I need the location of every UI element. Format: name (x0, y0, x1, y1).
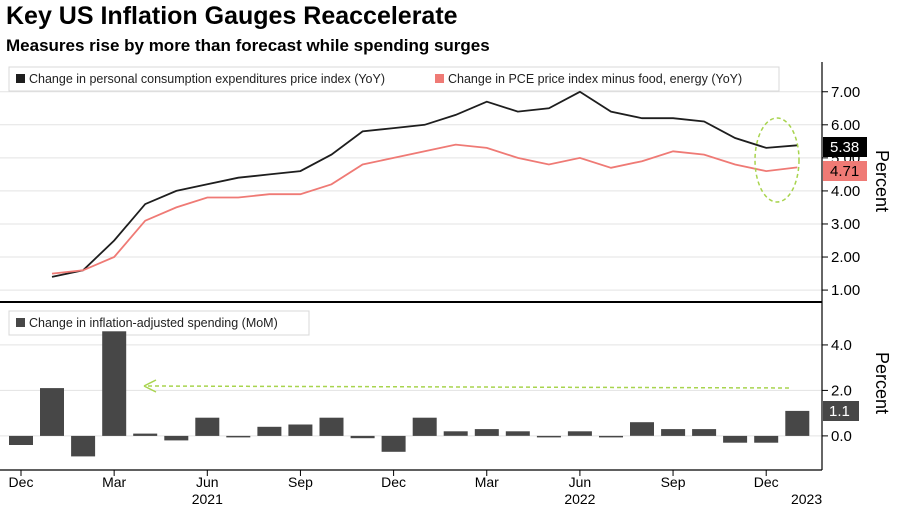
spending-bar (692, 429, 717, 436)
top-tick-label: 2.00 (831, 249, 860, 266)
core-last-value: 4.71 (830, 163, 859, 180)
spending-bar (723, 435, 748, 443)
spending-bar (350, 435, 375, 439)
trend-arrow-line (147, 385, 793, 389)
pce-line (51, 90, 798, 278)
spending-bar (599, 435, 623, 438)
spending-bar (40, 388, 64, 436)
bottom-tick-label: 0.0 (831, 428, 852, 445)
trend-arrow-head (143, 379, 157, 393)
spending-bar (319, 417, 344, 436)
bottom-tick-label: 4.0 (831, 337, 852, 354)
spending-bar (443, 431, 468, 436)
spending-bar (785, 410, 810, 436)
spending-bar (71, 435, 96, 457)
x-axis-labels: Dec Mar Jun Sep Dec Mar Jun Sep Dec 2021 2022 2023 (9, 470, 822, 507)
legend-pce-label: Change in personal consumption expenditu… (29, 72, 385, 86)
spending-bar (226, 435, 251, 438)
spending-bar (661, 429, 686, 436)
x-year-label: 2023 (791, 491, 822, 507)
bottom-tick-label: 2.0 (831, 382, 852, 399)
legend-swatch-core (435, 74, 444, 83)
top-tick-label: 3.00 (831, 216, 860, 233)
spending-bar (474, 429, 499, 436)
pce-last-value-box (823, 137, 867, 157)
spending-bar (412, 417, 437, 436)
spending-bar (164, 435, 189, 441)
x-month-label: Sep (661, 474, 686, 490)
x-year-label: 2022 (564, 491, 595, 507)
spending-bar (195, 417, 220, 436)
x-month-label: Dec (9, 474, 34, 490)
chart-title: Key US Inflation Gauges Reaccelerate (6, 2, 458, 30)
spending-bar (567, 431, 592, 436)
bottom-y-axis-title: Percent (872, 352, 892, 414)
spending-bar (9, 435, 33, 445)
spending-last-value: 1.1 (829, 403, 850, 420)
bottom-panel: 0.0 2.0 4.0 Change in inflation-adjusted s… (0, 310, 892, 457)
x-month-label: Dec (381, 474, 406, 490)
x-month-label: Jun (196, 474, 219, 490)
core-last-value-box (823, 161, 867, 181)
spending-bar (288, 424, 313, 436)
top-tick-label: 4.00 (831, 183, 860, 200)
top-tick-label: 7.00 (831, 84, 860, 101)
legend-swatch-pce (16, 74, 25, 83)
legend-core-label: Change in PCE price index minus food, en… (448, 72, 742, 86)
x-month-label: Mar (475, 474, 499, 490)
x-month-label: Dec (754, 474, 779, 490)
x-year-label: 2021 (192, 491, 223, 507)
top-panel: 1.002.003.004.005.006.007.00 Change in p… (0, 66, 892, 299)
spending-last-value-box (823, 401, 859, 421)
legend-swatch-spending (16, 318, 25, 327)
core-pce-line (51, 143, 798, 275)
legend-spending-label: Change in inflation-adjusted spending (M… (29, 316, 278, 330)
highlight-ellipse (754, 117, 800, 203)
x-month-label: Mar (102, 474, 126, 490)
spending-bar (505, 431, 530, 436)
spending-bar (536, 435, 561, 438)
top-tick-label: 6.00 (831, 117, 860, 134)
x-month-label: Sep (288, 474, 313, 490)
pce-last-value: 5.38 (830, 139, 859, 156)
spending-bar (630, 422, 654, 436)
x-month-label: Jun (569, 474, 592, 490)
spending-bar (257, 426, 282, 436)
bottom-legend-box (8, 310, 310, 336)
spending-bar (133, 433, 158, 436)
chart-subtitle: Measures rise by more than forecast whil… (6, 36, 490, 55)
top-tick-label: 1.00 (831, 282, 860, 299)
spending-bar (754, 435, 779, 443)
spending-bar (381, 435, 406, 452)
spending-bar (102, 331, 127, 436)
top-legend-box (8, 66, 780, 92)
top-y-axis-title: Percent (872, 150, 892, 212)
